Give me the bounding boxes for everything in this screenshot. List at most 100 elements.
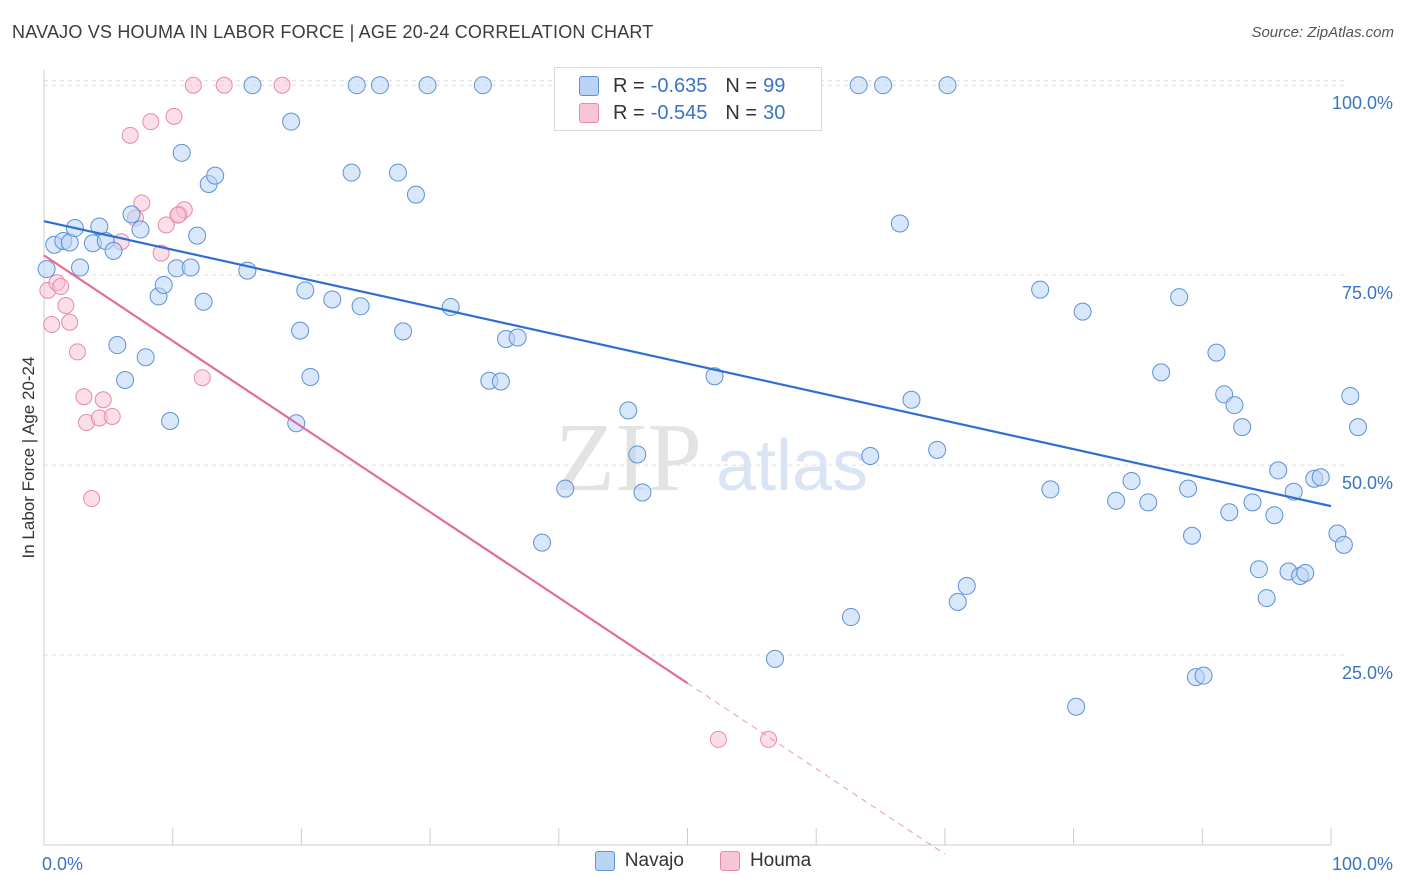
navajo-points [37, 76, 1368, 716]
navajo-point [1179, 479, 1198, 498]
navajo-point [849, 76, 868, 95]
legend-r-label: R = [613, 74, 645, 97]
chart-title: NAVAJO VS HOUMA IN LABOR FORCE | AGE 20-… [12, 22, 654, 42]
navajo-swatch [594, 851, 615, 871]
navajo-point [71, 258, 90, 277]
navajo-point [388, 163, 407, 182]
houma-point [94, 391, 112, 409]
navajo-point [243, 76, 262, 95]
navajo-point [766, 649, 785, 668]
navajo-point [1296, 563, 1315, 582]
houma-point [273, 76, 291, 94]
navajo-point [1243, 493, 1262, 512]
navajo-point [1139, 493, 1158, 512]
navajo-point [1334, 535, 1353, 554]
houma-trend-extension [687, 682, 946, 855]
houma-point [709, 730, 727, 748]
houma-point [68, 343, 86, 361]
houma-point [133, 194, 151, 212]
navajo-point [37, 260, 56, 279]
navajo-point [1107, 491, 1126, 510]
navajo-point [874, 76, 893, 95]
legend-label-houma: Houma [749, 850, 812, 871]
axes [43, 70, 1332, 846]
navajo-point [1170, 288, 1189, 307]
navajo-point [370, 76, 389, 95]
navajo-point [1207, 343, 1226, 362]
navajo-point [206, 166, 225, 185]
navajo-point [1225, 396, 1244, 415]
navajo-point [1073, 302, 1092, 321]
y-axis-title: In Labor Force | Age 20-24 [19, 357, 38, 559]
navajo-point [628, 445, 647, 464]
y-tick-label: 100.0% [1332, 93, 1393, 113]
navajo-point [619, 401, 638, 420]
legend-item-navajo[interactable]: Navajo [594, 850, 684, 872]
navajo-point [938, 76, 957, 95]
navajo-swatch [579, 76, 599, 96]
navajo-point [890, 214, 909, 233]
houma-point [52, 278, 70, 296]
navajo-point [948, 592, 967, 611]
navajo-point [161, 412, 180, 431]
chart-source: Source: ZipAtlas.com [1251, 24, 1394, 41]
navajo-point [1265, 506, 1284, 525]
navajo-point [188, 226, 207, 245]
navajo-point [957, 576, 976, 595]
houma-point [43, 316, 61, 334]
navajo-point [928, 440, 947, 459]
y-tick-label: 50.0% [1342, 473, 1393, 493]
houma-point [165, 107, 183, 125]
navajo-point [902, 390, 921, 409]
legend-n-value: 99 [763, 74, 786, 97]
navajo-trend-line [43, 220, 1332, 508]
x-tick-label: 100.0% [1332, 854, 1393, 874]
navajo-point [347, 76, 366, 95]
houma-point [57, 297, 75, 315]
houma-point [184, 76, 202, 94]
navajo-point [1349, 418, 1368, 437]
navajo-point [301, 367, 320, 386]
houma-point [193, 369, 211, 387]
legend-r-label: R = [613, 101, 645, 124]
navajo-point [154, 276, 173, 295]
navajo-point [473, 76, 492, 95]
houma-point [215, 76, 233, 94]
navajo-point [131, 220, 150, 239]
navajo-point [1249, 560, 1268, 579]
y-tick-label: 75.0% [1342, 283, 1393, 303]
navajo-point [491, 372, 510, 391]
navajo-point [104, 241, 123, 260]
houma-point [760, 730, 778, 748]
series-legend: Navajo Houma [0, 850, 1406, 872]
grid-lines [44, 80, 1346, 656]
navajo-point [556, 479, 575, 498]
trend-lines [43, 220, 1332, 855]
navajo-point [533, 533, 552, 552]
legend-item-houma[interactable]: Houma [719, 850, 812, 872]
watermark: ZIP atlas [555, 404, 868, 512]
navajo-point [108, 336, 127, 355]
navajo-point [291, 321, 310, 340]
navajo-point [1233, 418, 1252, 437]
navajo-point [705, 367, 724, 386]
navajo-point [1122, 472, 1141, 491]
navajo-point [841, 608, 860, 627]
navajo-point [1067, 697, 1086, 716]
navajo-point [122, 205, 141, 224]
houma-point [121, 126, 139, 144]
legend-r-value: -0.635 [650, 74, 708, 97]
navajo-point [1041, 480, 1060, 499]
navajo-point [181, 258, 200, 277]
navajo-point [406, 185, 425, 204]
navajo-point [1341, 386, 1360, 405]
stats-legend: R = -0.635 N = 99 R = -0.545 N = 30 [554, 67, 822, 131]
watermark-zip: ZIP [555, 404, 702, 512]
navajo-point [116, 371, 135, 389]
navajo-point [394, 322, 413, 341]
navajo-point [194, 292, 213, 311]
navajo-point [1269, 461, 1288, 480]
navajo-point [861, 446, 880, 465]
legend-row-navajo: R = -0.635 N = 99 [579, 73, 785, 99]
